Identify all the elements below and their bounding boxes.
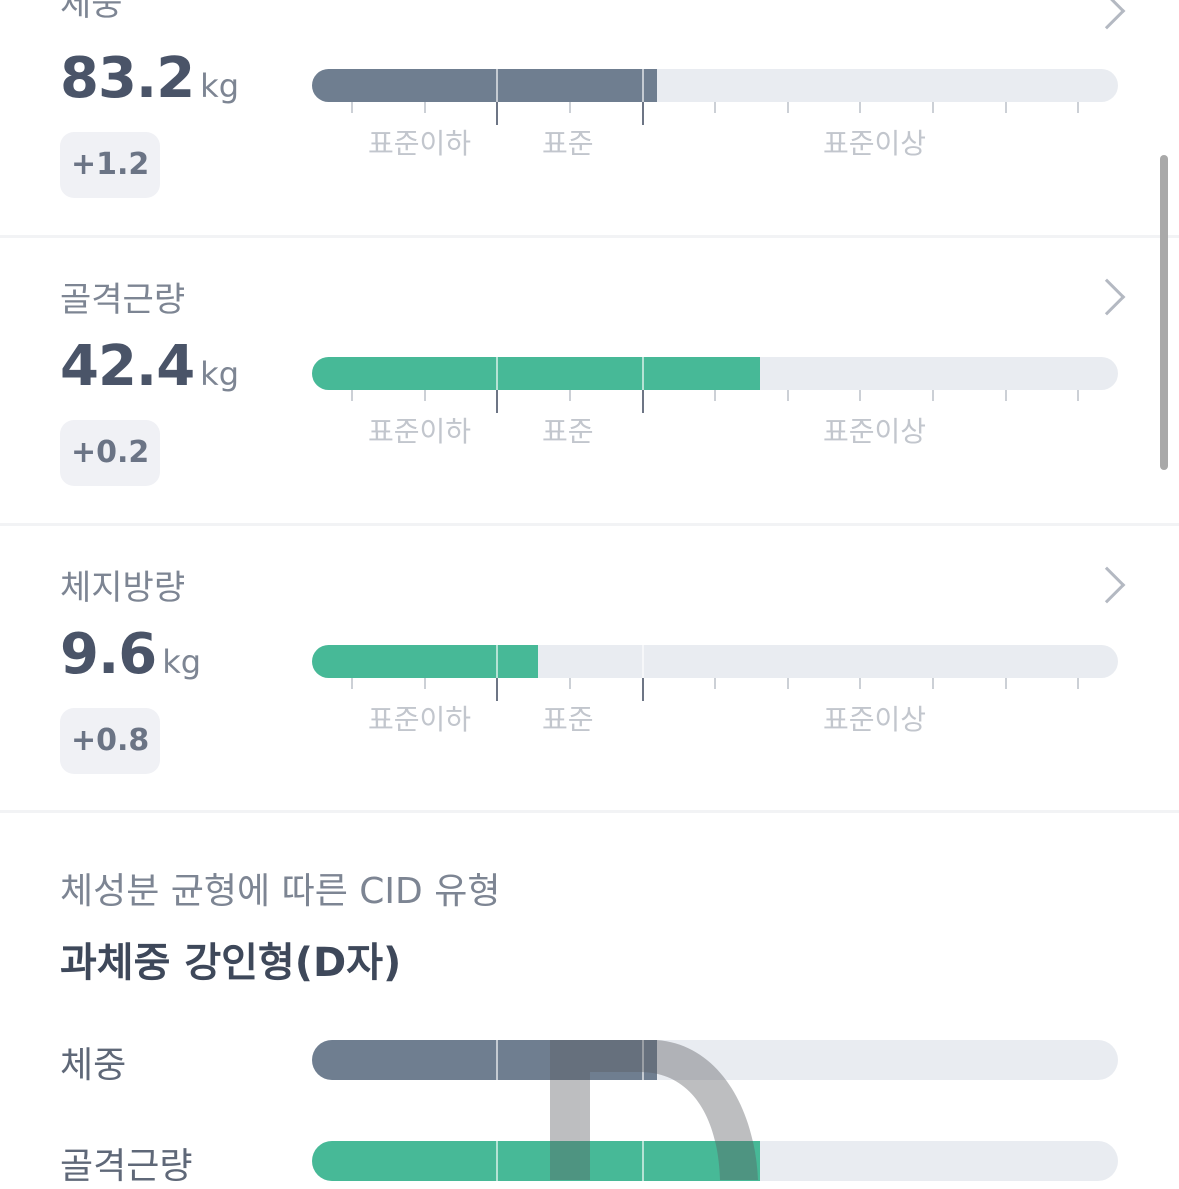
bar-fill bbox=[312, 1040, 657, 1080]
scale-tick bbox=[714, 102, 716, 113]
cid-bar bbox=[312, 1141, 1118, 1181]
metric-bar bbox=[312, 645, 1118, 678]
scale-label-below: 표준이하 bbox=[368, 127, 472, 160]
metric-value: 42.4 kg bbox=[60, 334, 240, 399]
scale-tick bbox=[932, 102, 934, 113]
scale-label-above: 표준이상 bbox=[823, 415, 927, 448]
scale-tick bbox=[1005, 390, 1007, 401]
scale-tick bbox=[714, 390, 716, 401]
scale-tick bbox=[787, 678, 789, 689]
scale-tick bbox=[859, 390, 861, 401]
scale-tick bbox=[424, 390, 426, 401]
scale-tick bbox=[569, 102, 571, 113]
bar-fill bbox=[312, 357, 761, 390]
scale-tick bbox=[424, 102, 426, 113]
scale-label-above: 표준이상 bbox=[823, 703, 927, 736]
scale-tick bbox=[714, 678, 716, 689]
scale-tick bbox=[1005, 102, 1007, 113]
scale-tick bbox=[496, 102, 498, 125]
scale-tick bbox=[932, 678, 934, 689]
metric-bar bbox=[312, 69, 1118, 102]
metric-section[interactable]: 골격근량 42.4 kg +0.2 표준이하 표준 표준이상 bbox=[0, 238, 1179, 526]
scale-tick bbox=[859, 102, 861, 113]
change-badge: +0.8 bbox=[60, 708, 161, 774]
scale-label-below: 표준이하 bbox=[368, 415, 472, 448]
scale-label-standard: 표준 bbox=[542, 703, 594, 736]
metric-value: 83.2 kg bbox=[60, 46, 240, 111]
scale-tick bbox=[496, 390, 498, 413]
bar-fill bbox=[312, 69, 657, 102]
scale-tick bbox=[1077, 390, 1079, 401]
metric-value: 9.6 kg bbox=[60, 622, 202, 687]
scale-label-standard: 표준 bbox=[542, 415, 594, 448]
scale-label-above: 표준이상 bbox=[823, 127, 927, 160]
metric-section[interactable]: 체지방량 9.6 kg +0.8 표준이하 표준 표준이상 bbox=[0, 526, 1179, 813]
scale-tick bbox=[1077, 102, 1079, 113]
scale-tick bbox=[787, 390, 789, 401]
scale-tick bbox=[859, 678, 861, 689]
bar-fill bbox=[312, 1141, 761, 1181]
scale-tick bbox=[351, 390, 353, 401]
scale-tick bbox=[569, 390, 571, 401]
scale-tick bbox=[351, 678, 353, 689]
scale-tick bbox=[1005, 678, 1007, 689]
scale-tick bbox=[642, 390, 644, 413]
scale-tick bbox=[351, 102, 353, 113]
scale-label-below: 표준이하 bbox=[368, 703, 472, 736]
cid-row-label: 체중 bbox=[60, 1045, 127, 1086]
scale-tick bbox=[569, 678, 571, 689]
metric-title: 골격근량 bbox=[60, 280, 186, 320]
scale-tick bbox=[424, 678, 426, 689]
scale-tick bbox=[787, 102, 789, 113]
metric-title: 체중 bbox=[60, 0, 123, 24]
metric-bar bbox=[312, 357, 1118, 390]
scale-label-standard: 표준 bbox=[542, 127, 594, 160]
change-badge: +0.2 bbox=[60, 420, 161, 486]
scale-tick bbox=[642, 678, 644, 701]
cid-bar bbox=[312, 1040, 1118, 1080]
bar-fill bbox=[312, 645, 539, 678]
scale-tick bbox=[496, 678, 498, 701]
change-badge: +1.2 bbox=[60, 132, 161, 198]
scrollbar[interactable] bbox=[1160, 155, 1168, 470]
scale-tick bbox=[932, 390, 934, 401]
cid-heading: 체성분 균형에 따른 CID 유형 bbox=[60, 871, 501, 912]
cid-type: 과체중 강인형(D자) bbox=[60, 940, 402, 986]
metric-section[interactable]: 체중 83.2 kg +1.2 표준이하 표준 표준이상 bbox=[0, 0, 1179, 238]
scale-tick bbox=[642, 102, 644, 125]
metric-title: 체지방량 bbox=[60, 568, 186, 608]
scale-tick bbox=[1077, 678, 1079, 689]
